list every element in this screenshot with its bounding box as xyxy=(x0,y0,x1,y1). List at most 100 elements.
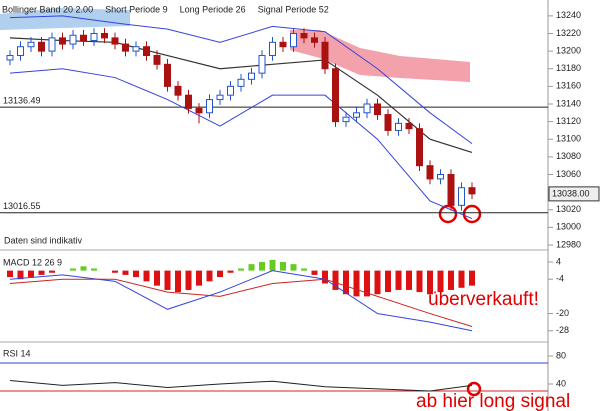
y-tick-label: 13020 xyxy=(556,204,581,214)
candle-body xyxy=(122,43,129,52)
header-text: Signal Periode 52 xyxy=(258,4,329,14)
y-tick-label: -28 xyxy=(556,325,569,335)
histogram-bar xyxy=(458,270,465,288)
annotation: überverkauft! xyxy=(428,289,539,310)
histogram-bar xyxy=(196,270,202,286)
histogram-bar xyxy=(448,270,454,290)
histogram-bar xyxy=(469,270,475,286)
candle-body xyxy=(311,37,318,43)
candle-body xyxy=(101,32,108,39)
header-text: Bollinger Band 20 2.00 xyxy=(2,4,93,14)
histogram-bar xyxy=(7,270,13,278)
candle-body xyxy=(300,32,308,39)
candle-body xyxy=(332,68,339,123)
candle-body xyxy=(363,103,371,114)
candle-body xyxy=(248,72,255,80)
histogram-bar xyxy=(70,268,76,271)
candle-body xyxy=(384,114,392,131)
last-price-label: 13038.00 xyxy=(552,188,590,198)
histogram-bar xyxy=(343,270,349,295)
histogram-bar xyxy=(437,270,444,293)
y-tick-label: 13140 xyxy=(556,98,581,108)
histogram-bar xyxy=(280,262,286,271)
cloud-area xyxy=(290,30,470,82)
histogram-bar xyxy=(332,270,339,290)
candle-body xyxy=(426,165,434,180)
candle-body xyxy=(153,55,161,65)
y-tick-label: 13080 xyxy=(556,151,581,161)
candle-body xyxy=(48,37,56,52)
y-tick-label: 13100 xyxy=(556,134,581,144)
histogram-bar xyxy=(290,264,297,271)
candle-body xyxy=(468,187,476,195)
y-tick-label: 13060 xyxy=(556,169,581,179)
y-tick-label: 80 xyxy=(556,350,566,360)
histogram-bar xyxy=(427,270,433,295)
panel-title: MACD 12 26 9 xyxy=(3,257,62,267)
candle-body xyxy=(458,187,465,206)
candle-body xyxy=(321,41,329,70)
note: Daten sind indikativ xyxy=(4,235,83,245)
candle-body xyxy=(374,103,381,116)
histogram-bar xyxy=(17,270,24,280)
last-price-box xyxy=(548,186,600,202)
header-text: Short Periode 9 xyxy=(105,4,168,14)
bollinger-upper xyxy=(9,15,473,145)
candle-body xyxy=(227,85,234,96)
y-tick-label: 13240 xyxy=(556,10,581,20)
y-tick-label: 13220 xyxy=(556,28,581,38)
histogram-bar xyxy=(206,270,213,282)
histogram-bar xyxy=(185,270,192,290)
annotation-circle xyxy=(438,204,458,224)
annotation-circle xyxy=(466,381,482,397)
y-tick-label: 13160 xyxy=(556,81,581,91)
candle-body xyxy=(185,94,192,109)
histogram-bar xyxy=(38,270,45,275)
candle-body xyxy=(353,112,360,118)
signal-line xyxy=(9,278,473,327)
histogram-bar xyxy=(406,270,412,290)
histogram-bar xyxy=(227,270,234,273)
candle-body xyxy=(38,41,45,52)
panel-title: RSI 14 xyxy=(3,348,31,358)
histogram-bar xyxy=(164,270,171,290)
moving-average xyxy=(9,37,473,154)
candle-body xyxy=(111,37,119,45)
candle-body xyxy=(90,32,98,42)
candle-body xyxy=(132,46,140,52)
y-tick-label: 13200 xyxy=(556,45,581,55)
y-tick-label: 13120 xyxy=(556,116,581,126)
histogram-bar xyxy=(269,259,276,271)
y-tick-label: 12980 xyxy=(556,239,581,249)
candle-body xyxy=(59,37,66,45)
annotation: ab hier long signal xyxy=(416,391,570,411)
level-label: 13136.49 xyxy=(3,95,41,105)
candle-body xyxy=(269,41,276,57)
candle-body xyxy=(80,34,87,42)
candle-body xyxy=(290,32,297,48)
histogram-bar xyxy=(385,270,391,293)
histogram-bar xyxy=(154,270,160,286)
histogram-bar xyxy=(28,270,34,278)
candle-body xyxy=(342,116,350,123)
histogram-bar xyxy=(112,270,118,273)
histogram-bar xyxy=(301,268,307,271)
histogram-bar xyxy=(248,264,255,271)
cloud-area xyxy=(0,8,130,30)
candle-body xyxy=(6,55,14,61)
candle-body xyxy=(237,78,245,87)
y-tick-label: 40 xyxy=(556,378,566,388)
candle-body xyxy=(405,122,413,130)
histogram-bar xyxy=(395,270,402,290)
histogram-bar xyxy=(122,270,129,275)
histogram-bar xyxy=(91,268,97,271)
candle-body xyxy=(69,34,77,45)
candle-body xyxy=(416,128,423,167)
histogram-bar xyxy=(311,270,318,275)
y-tick-label: -4 xyxy=(556,274,564,284)
candle-body xyxy=(195,107,203,114)
histogram-bar xyxy=(175,270,181,293)
candle-body xyxy=(174,85,182,96)
candle-body xyxy=(164,63,171,87)
histogram-bar xyxy=(364,270,370,297)
